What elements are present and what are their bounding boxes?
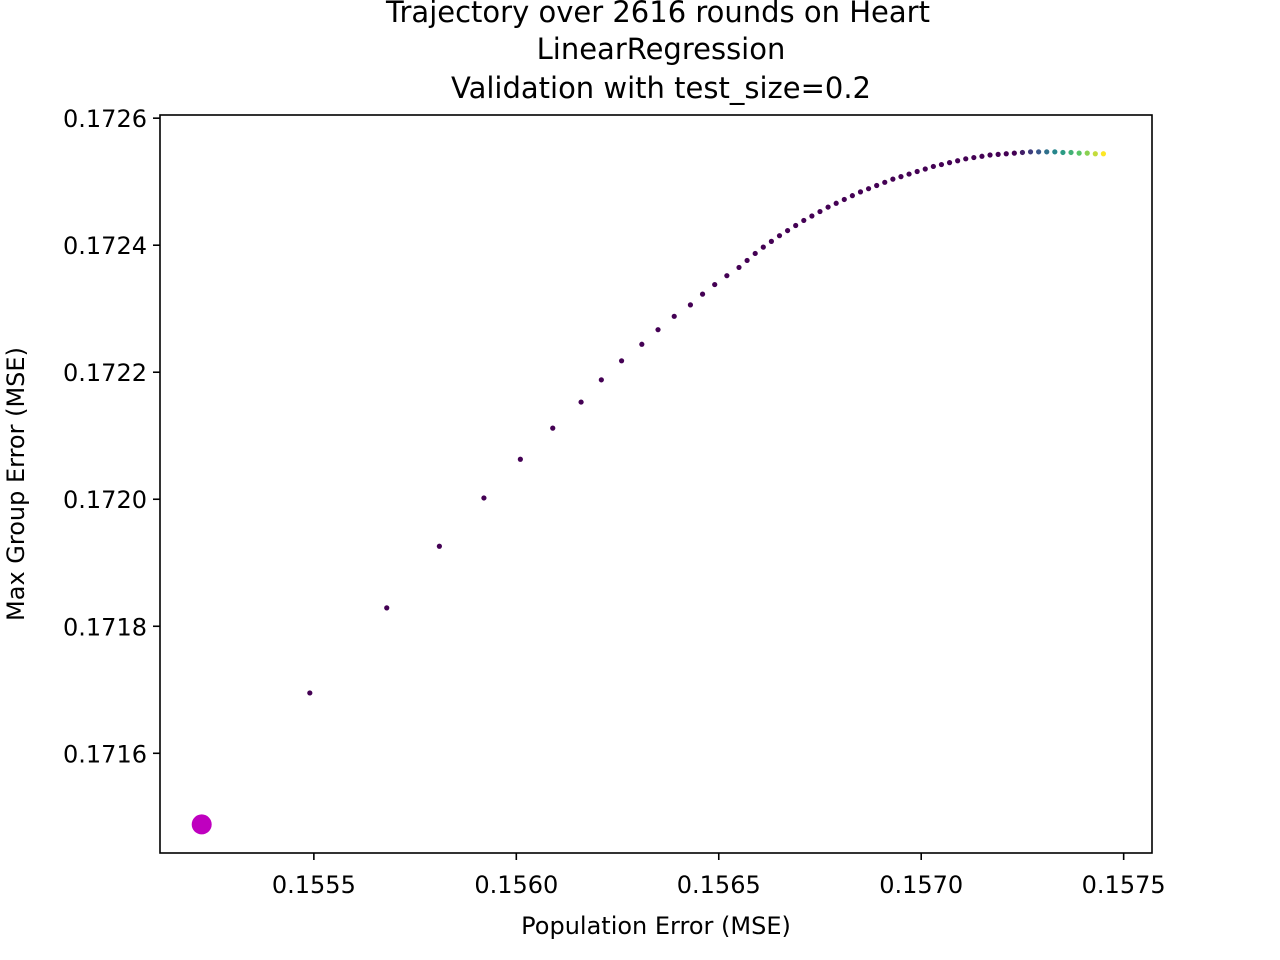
x-tick-label: 0.1575 <box>1082 871 1166 899</box>
trajectory-point <box>618 358 625 364</box>
y-axis-ticks: 0.1716 0.1718 0.1720 0.1722 0.1724 0.1726 <box>63 105 160 768</box>
trajectory-point <box>849 193 855 199</box>
trajectory-point <box>550 425 556 431</box>
trajectory-point <box>1019 149 1026 156</box>
trajectory-point <box>979 153 985 159</box>
trajectory-point <box>906 171 912 177</box>
trajectory-point <box>801 217 807 224</box>
x-tick-label: 0.1560 <box>474 871 558 899</box>
trajectory-point <box>1100 151 1107 157</box>
trajectory-point <box>436 543 442 549</box>
trajectory-point <box>760 244 766 250</box>
y-axis-label: Max Group Error (MSE) <box>2 347 30 621</box>
trajectory-point <box>655 327 661 333</box>
trajectory-point <box>776 233 783 239</box>
trajectory-point <box>1092 151 1098 157</box>
trajectory-point <box>898 174 904 180</box>
trajectory-point <box>1052 149 1058 155</box>
trajectory-point <box>971 154 977 161</box>
x-axis-ticks: 0.1555 0.1560 0.1565 0.1570 0.1575 <box>272 853 1166 899</box>
trajectory-point <box>671 313 677 319</box>
trajectory-point <box>687 302 694 308</box>
trajectory-point <box>874 182 880 189</box>
trajectory-point <box>914 168 920 175</box>
trajectory-point <box>724 273 730 279</box>
trajectory-point <box>963 156 969 162</box>
trajectory-point <box>517 456 523 462</box>
trajectory-point <box>736 264 742 271</box>
chart-title-line-3: Validation with test_size=0.2 <box>451 71 871 105</box>
trajectory-point <box>1027 149 1034 155</box>
y-tick-label: 0.1718 <box>63 613 147 641</box>
x-tick-label: 0.1565 <box>677 871 761 899</box>
trajectory-point <box>307 690 313 696</box>
trajectory-points <box>191 149 1107 835</box>
trajectory-point <box>744 257 750 264</box>
trajectory-point <box>481 495 487 501</box>
trajectory-point <box>865 186 872 192</box>
trajectory-point <box>809 213 815 219</box>
trajectory-point <box>882 179 888 185</box>
trajectory-point <box>922 166 928 172</box>
trajectory-point <box>752 250 758 257</box>
trajectory-point <box>890 176 896 182</box>
x-axis-label: Population Error (MSE) <box>521 912 791 940</box>
y-tick-label: 0.1720 <box>63 486 147 514</box>
trajectory-point <box>793 222 799 229</box>
trajectory-point <box>598 377 604 383</box>
x-tick-label: 0.1570 <box>879 871 963 899</box>
trajectory-point <box>987 152 993 158</box>
x-tick-label: 0.1555 <box>272 871 356 899</box>
trajectory-point <box>578 399 584 405</box>
chart-title-line-1: Trajectory over 2616 rounds on Heart <box>385 0 930 29</box>
trajectory-point <box>1068 149 1074 156</box>
trajectory-point <box>857 189 864 195</box>
trajectory-point <box>639 341 645 347</box>
trajectory-point <box>1060 149 1066 156</box>
trajectory-point <box>825 204 831 210</box>
trajectory-point <box>930 163 936 170</box>
y-tick-label: 0.1716 <box>63 740 147 768</box>
trajectory-point <box>784 227 791 234</box>
trajectory-point <box>817 208 823 215</box>
y-tick-label: 0.1722 <box>63 359 147 387</box>
trajectory-point <box>938 161 945 168</box>
y-tick-label: 0.1726 <box>63 105 147 133</box>
trajectory-point <box>1076 150 1082 156</box>
start-point <box>191 814 212 835</box>
trajectory-point <box>1084 150 1090 156</box>
trajectory-point <box>1044 149 1050 155</box>
trajectory-point <box>384 605 390 611</box>
trajectory-point <box>1011 150 1017 156</box>
trajectory-point <box>699 291 706 297</box>
trajectory-point <box>841 196 847 203</box>
plot-frame <box>159 114 1153 854</box>
trajectory-point <box>946 160 953 166</box>
trajectory-point <box>995 151 1001 157</box>
trajectory-point <box>712 281 718 288</box>
trajectory-point <box>1003 151 1009 157</box>
trajectory-point <box>768 238 775 244</box>
trajectory-point <box>955 158 961 164</box>
trajectory-point <box>833 200 839 206</box>
trajectory-point <box>1036 149 1042 155</box>
y-tick-label: 0.1724 <box>63 232 147 260</box>
chart-title-line-2: LinearRegression <box>537 32 786 66</box>
